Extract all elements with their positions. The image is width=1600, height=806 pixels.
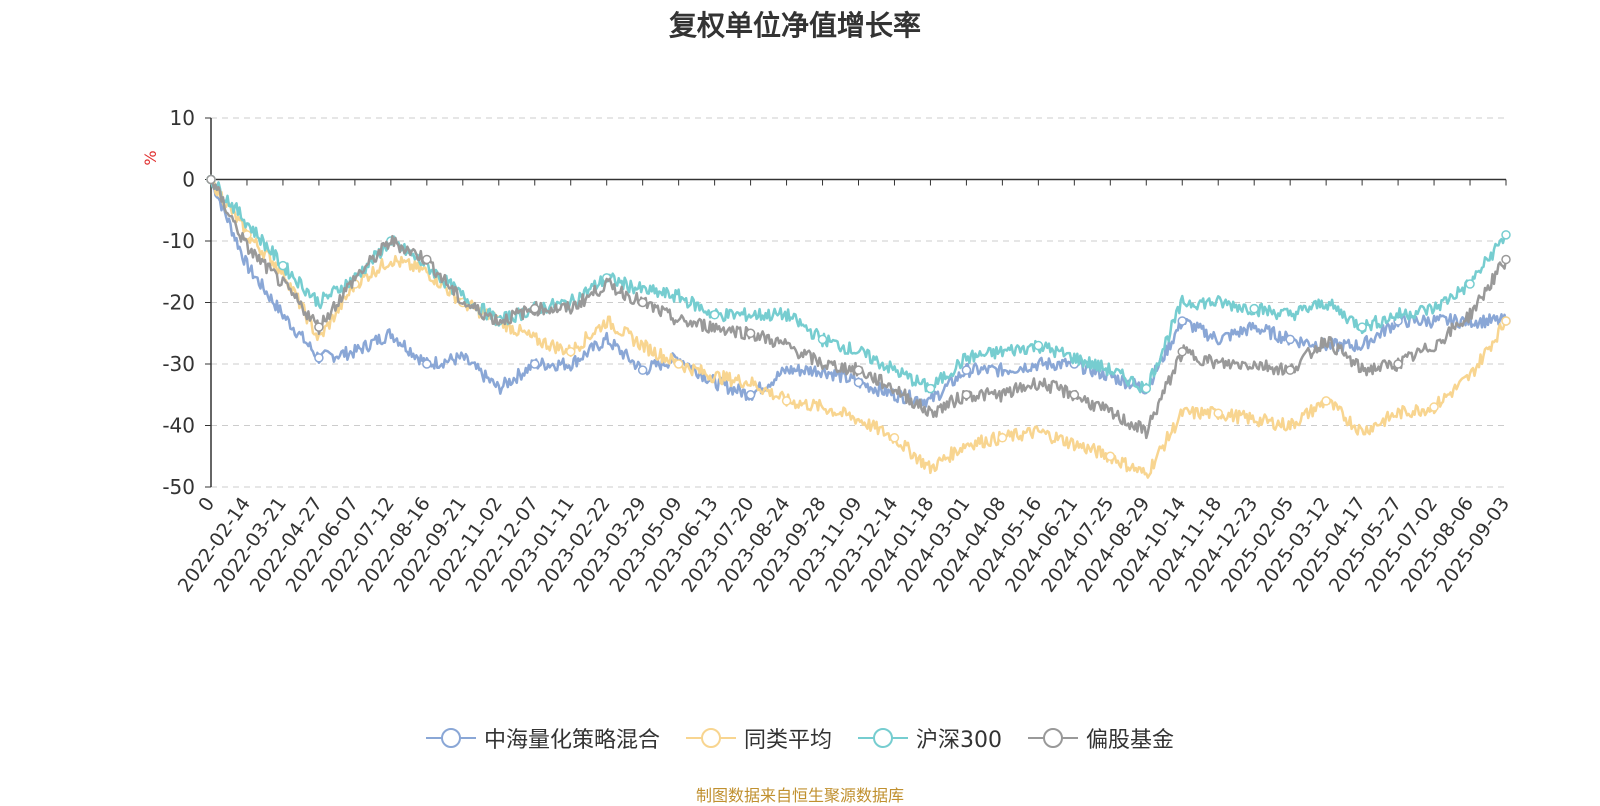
series-point (206, 174, 216, 185)
series-point (637, 297, 648, 308)
series-point (1501, 230, 1511, 240)
series-point (1105, 451, 1116, 461)
y-tick-label: -50 (162, 475, 195, 499)
y-tick-label: -30 (162, 352, 195, 376)
series-point (925, 383, 936, 394)
legend: 中海量化策略混合 同类平均 沪深300 偏股基金 (0, 722, 1600, 754)
series-point (1285, 365, 1295, 375)
series-point (1465, 279, 1475, 289)
legend-item[interactable]: 沪深300 (858, 722, 1002, 754)
series-point (709, 310, 720, 320)
series-point (961, 365, 972, 375)
legend-marker-icon (425, 728, 476, 748)
legend-label: 偏股基金 (1086, 728, 1175, 753)
x-tick-label: 0 (194, 493, 219, 516)
series-point (1141, 383, 1152, 394)
legend-marker-icon (1028, 728, 1078, 748)
y-tick-label: -10 (162, 229, 195, 253)
series-line (209, 179, 1508, 394)
legend-item[interactable]: 偏股基金 (1028, 722, 1174, 754)
legend-label: 中海量化策略混合 (483, 728, 660, 753)
legend-label: 沪深300 (916, 728, 1002, 753)
series-point (1429, 402, 1439, 412)
source-note: 制图数据来自恒生聚源数据库 (695, 786, 904, 805)
series-point (530, 303, 540, 314)
chart-title: 复权单位净值增长率 (668, 9, 921, 42)
legend-item[interactable]: 同类平均 (685, 722, 832, 754)
y-axis-label: % (141, 150, 160, 165)
series-point (781, 396, 792, 406)
series-point (565, 346, 576, 357)
series-point (1033, 340, 1044, 351)
series-point (422, 359, 432, 369)
legend-item[interactable]: 中海量化策略混合 (425, 722, 660, 754)
y-tick-label: -40 (162, 414, 195, 438)
series-point (673, 359, 684, 369)
series-point (889, 433, 900, 443)
y-tick-label: 0 (182, 168, 195, 192)
series-point (1249, 303, 1259, 314)
series-point (853, 377, 864, 388)
series-point (1357, 322, 1367, 332)
series-point (314, 322, 324, 332)
series-point (853, 365, 864, 375)
series-point (1321, 396, 1331, 406)
series-point (997, 433, 1008, 443)
y-tick-label: 10 (170, 106, 195, 130)
series-point (637, 365, 648, 375)
series-point (745, 328, 756, 338)
series-point (278, 260, 288, 271)
series-point (1177, 316, 1187, 326)
series-point (530, 359, 540, 369)
legend-label: 同类平均 (743, 728, 832, 753)
legend-marker-icon (858, 728, 908, 748)
y-tick-label: -20 (162, 291, 195, 315)
series-point (745, 390, 756, 400)
series-point (314, 353, 324, 363)
series-point (961, 390, 972, 400)
series-point (1501, 254, 1511, 265)
series-point (1393, 359, 1403, 369)
series-point (1285, 334, 1295, 345)
series-point (1501, 316, 1511, 326)
series-point (1177, 346, 1187, 357)
series-point (817, 334, 828, 345)
series-line (210, 178, 1508, 479)
series-point (1213, 408, 1223, 418)
series-point (422, 254, 432, 265)
series-point (1069, 390, 1080, 400)
legend-marker-icon (685, 728, 736, 748)
